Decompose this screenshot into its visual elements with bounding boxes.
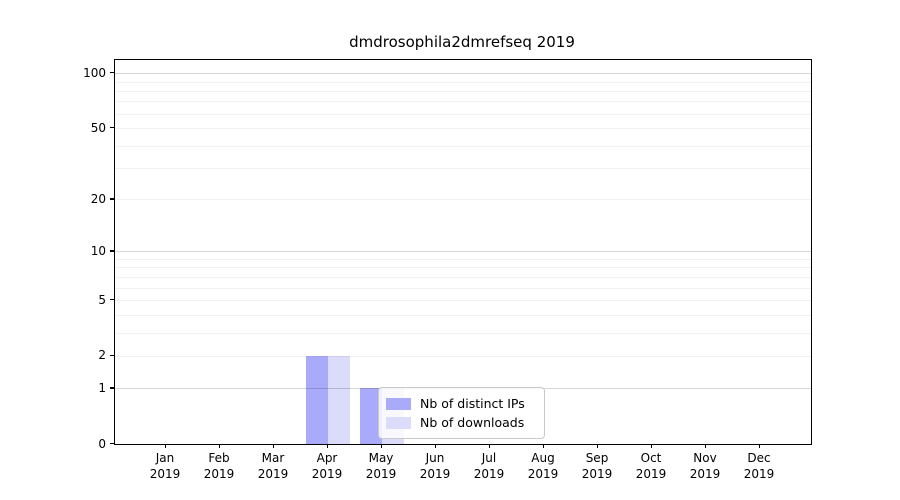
- x-tick-month: Aug: [531, 451, 555, 465]
- y-tick-label: 1: [98, 380, 106, 395]
- y-tick-mark: [110, 443, 114, 445]
- gridline-minor: [115, 267, 811, 269]
- gridline-minor: [115, 314, 811, 316]
- x-tick-label: Jun 2019: [400, 451, 470, 482]
- gridline-minor: [115, 145, 811, 147]
- gridline-minor: [115, 355, 811, 357]
- gridline-minor: [115, 258, 811, 260]
- x-tick-mark: [651, 444, 653, 449]
- gridline-minor: [115, 90, 811, 92]
- x-tick-year: 2019: [419, 466, 451, 481]
- legend-label: Nb of downloads: [420, 415, 525, 430]
- x-tick-label: Nov 2019: [670, 451, 740, 482]
- x-tick-year: 2019: [743, 466, 775, 481]
- y-tick-label: 5: [98, 292, 106, 307]
- x-tick-year: 2019: [203, 466, 235, 481]
- bar-distinct-ips: [360, 388, 382, 444]
- y-tick-mark: [110, 250, 114, 252]
- x-tick-month: Jan: [155, 451, 175, 465]
- gridline-minor: [115, 168, 811, 170]
- x-tick-label: Sep 2019: [562, 451, 632, 482]
- y-tick-mark: [110, 127, 114, 129]
- chart-title: dmdrosophila2dmrefseq 2019: [349, 33, 575, 51]
- y-tick-label: 20: [90, 191, 106, 206]
- x-tick-month: Feb: [208, 451, 230, 465]
- gridline-minor: [115, 113, 811, 115]
- gridline-minor: [115, 101, 811, 103]
- x-tick-month: Dec: [747, 451, 771, 465]
- x-tick-label: Oct 2019: [616, 451, 686, 482]
- y-tick-label: 50: [90, 120, 106, 135]
- x-tick-month: Jun: [425, 451, 445, 465]
- x-tick-mark: [327, 444, 329, 449]
- legend-entry: Nb of downloads: [386, 415, 536, 430]
- legend-swatch-downloads: [386, 416, 411, 429]
- x-tick-mark: [705, 444, 707, 449]
- x-tick-month: Nov: [693, 451, 717, 465]
- x-tick-year: 2019: [365, 466, 397, 481]
- x-tick-mark: [435, 444, 437, 449]
- gridline-minor: [115, 276, 811, 278]
- x-tick-label: Aug 2019: [508, 451, 578, 482]
- x-tick-year: 2019: [311, 466, 343, 481]
- bar-downloads: [328, 355, 350, 444]
- x-tick-year: 2019: [527, 466, 559, 481]
- x-tick-month: Apr: [316, 451, 338, 465]
- x-tick-mark: [489, 444, 491, 449]
- gridline-minor: [115, 81, 811, 83]
- x-tick-mark: [759, 444, 761, 449]
- x-tick-year: 2019: [257, 466, 289, 481]
- x-tick-year: 2019: [149, 466, 181, 481]
- x-tick-month: Sep: [585, 451, 609, 465]
- x-tick-label: Mar 2019: [238, 451, 308, 482]
- x-tick-year: 2019: [635, 466, 667, 481]
- y-tick-mark: [110, 354, 114, 357]
- x-tick-year: 2019: [473, 466, 505, 481]
- y-tick-label: 2: [98, 348, 106, 363]
- x-tick-label: Jul 2019: [454, 451, 524, 482]
- x-tick-label: Jan 2019: [130, 451, 200, 482]
- x-tick-month: May: [368, 451, 394, 465]
- legend-label: Nb of distinct IPs: [420, 396, 525, 411]
- x-tick-mark: [597, 444, 599, 449]
- x-tick-year: 2019: [689, 466, 721, 481]
- gridline-minor: [115, 199, 811, 201]
- y-tick-mark: [110, 198, 114, 200]
- y-tick-mark: [110, 387, 114, 389]
- x-tick-mark: [219, 444, 221, 449]
- y-tick-label: 100: [83, 65, 106, 80]
- x-tick-year: 2019: [581, 466, 613, 481]
- x-tick-label: May 2019: [346, 451, 416, 482]
- x-tick-mark: [165, 444, 167, 449]
- legend-swatch-distinct-ips: [386, 397, 411, 410]
- x-tick-month: Mar: [261, 451, 285, 465]
- y-tick-mark: [110, 299, 114, 301]
- gridline-minor: [115, 287, 811, 289]
- gridline-major: [115, 73, 811, 75]
- gridline-minor: [115, 332, 811, 334]
- legend: Nb of distinct IPs Nb of downloads: [378, 387, 545, 439]
- gridline-minor: [115, 300, 811, 302]
- x-tick-label: Apr 2019: [292, 451, 362, 482]
- x-tick-mark: [543, 444, 545, 449]
- bar-distinct-ips: [306, 355, 328, 444]
- x-tick-mark: [381, 444, 383, 449]
- x-tick-mark: [273, 444, 275, 449]
- x-tick-label: Dec 2019: [724, 451, 794, 482]
- gridline-major: [115, 251, 811, 253]
- x-tick-month: Jul: [481, 451, 497, 465]
- plot-area: [114, 59, 812, 445]
- x-tick-label: Feb 2019: [184, 451, 254, 482]
- x-tick-month: Oct: [640, 451, 662, 465]
- y-tick-label: 0: [98, 436, 106, 451]
- gridline-minor: [115, 128, 811, 130]
- y-tick-mark: [110, 72, 114, 74]
- legend-entry: Nb of distinct IPs: [386, 396, 536, 411]
- y-tick-label: 10: [90, 243, 106, 258]
